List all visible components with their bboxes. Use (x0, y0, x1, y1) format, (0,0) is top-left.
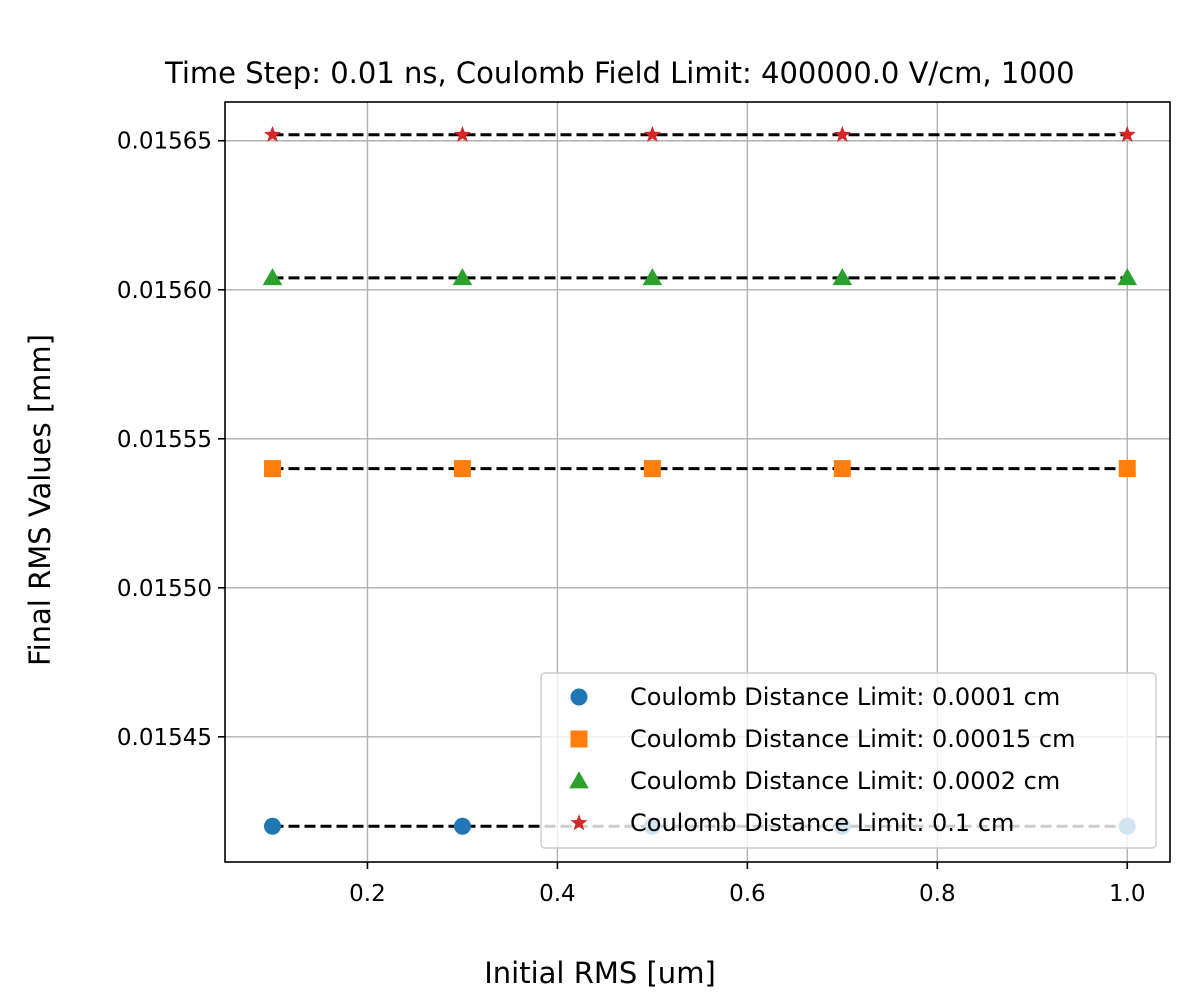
data-point-series-2 (263, 460, 281, 478)
y-tick-label: 0.01545 (117, 725, 212, 751)
axes-frame (224, 101, 1171, 863)
legend-marker-series-1 (570, 688, 588, 706)
data-point-series-4 (264, 125, 281, 142)
y-tick-label: 0.01550 (117, 576, 212, 602)
data-point-series-2 (643, 460, 661, 478)
data-point-series-4 (643, 125, 661, 142)
data-point-series-4 (453, 125, 471, 142)
data-point-series-3 (642, 268, 663, 286)
legend-box (540, 672, 1157, 849)
x-tick-label: 1.0 (1109, 881, 1146, 907)
data-point-series-2 (453, 460, 471, 478)
legend-label-series-3: Coulomb Distance Limit: 0.0002 cm (630, 767, 1060, 795)
x-tick-label: 0.4 (539, 881, 576, 907)
y-tick-label: 0.01565 (117, 129, 212, 155)
data-point-series-2 (1118, 460, 1136, 478)
legend: Coulomb Distance Limit: 0.0001 cm Coulomb… (540, 672, 1157, 849)
data-point-series-2 (833, 460, 851, 478)
legend-label-series-2: Coulomb Distance Limit: 0.00015 cm (630, 725, 1075, 753)
legend-marker-series-3 (569, 771, 589, 789)
data-point-series-3 (1117, 268, 1138, 286)
data-point-series-4 (1118, 125, 1136, 142)
x-tick-label: 0.8 (919, 881, 956, 907)
legend-label-series-1: Coulomb Distance Limit: 0.0001 cm (630, 683, 1060, 711)
data-point-series-1 (263, 817, 281, 835)
y-axis-label: Final RMS Values [mm] (23, 334, 57, 666)
legend-label-series-4: Coulomb Distance Limit: 0.1 cm (630, 809, 1014, 837)
data-point-series-3 (262, 268, 283, 286)
data-point-series-3 (832, 268, 853, 286)
legend-marker-series-4 (570, 814, 588, 831)
data-point-series-3 (452, 268, 473, 286)
y-tick-label: 0.01560 (117, 278, 212, 304)
legend-marker-series-2 (570, 730, 588, 748)
x-tick-label: 0.2 (349, 881, 386, 907)
chart-title: Time Step: 0.01 ns, Coulomb Field Limit:… (164, 56, 1075, 90)
y-tick-label: 0.01555 (117, 427, 212, 453)
x-axis-label: Initial RMS [um] (484, 956, 716, 990)
data-point-series-1 (453, 817, 471, 835)
data-point-series-4 (833, 125, 851, 142)
x-tick-label: 0.6 (729, 881, 766, 907)
